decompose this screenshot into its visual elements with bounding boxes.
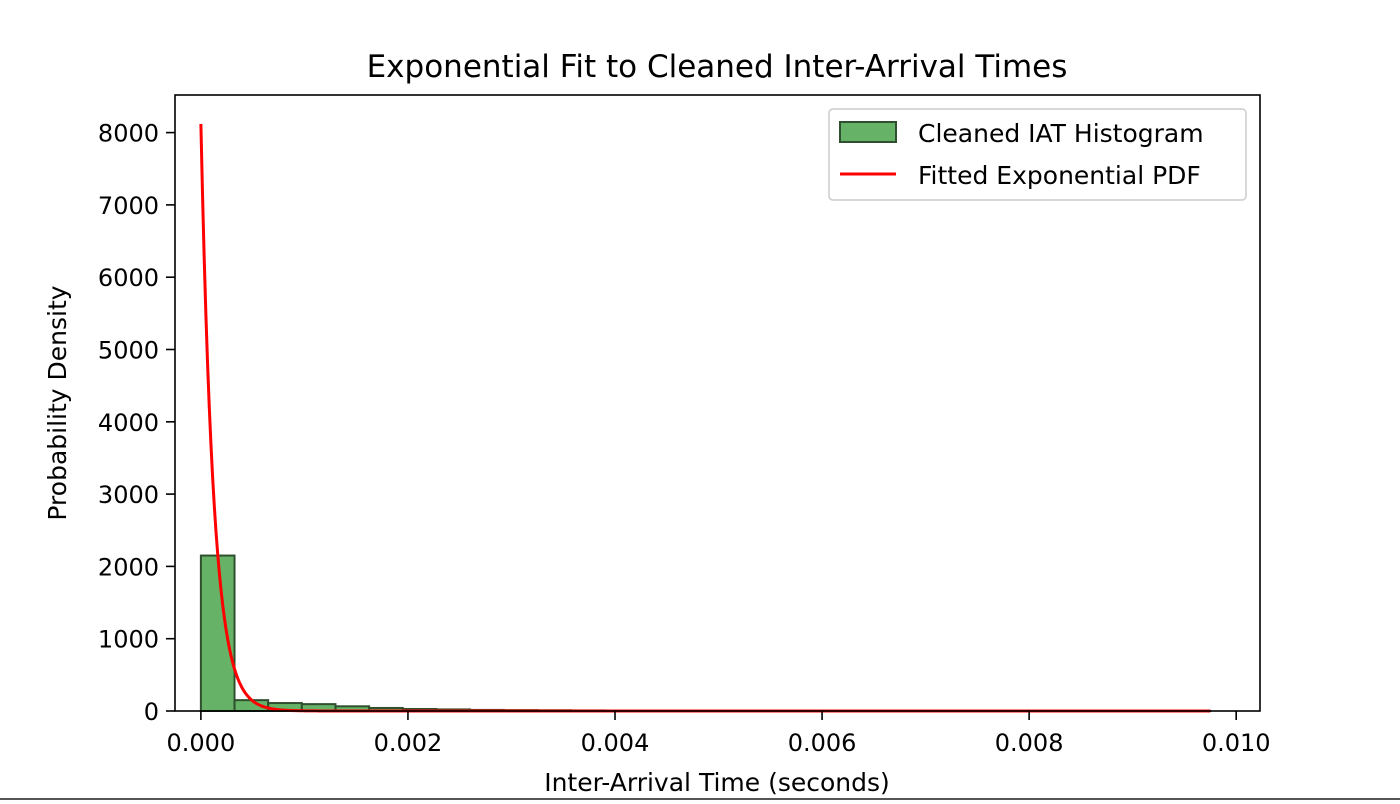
chart-title: Exponential Fit to Cleaned Inter-Arrival… (367, 49, 1068, 85)
y-tick-label: 2000 (98, 553, 159, 581)
legend: Cleaned IAT Histogram Fitted Exponential… (829, 109, 1246, 200)
x-tick-label: 0.010 (1202, 729, 1271, 757)
y-tick-label: 7000 (98, 192, 159, 220)
x-tick-label: 0.002 (374, 729, 443, 757)
y-tick-label: 1000 (98, 626, 159, 654)
x-axis: 0.000 0.002 0.004 0.006 0.008 0.010 (167, 711, 1271, 757)
y-tick-label: 0 (144, 698, 159, 726)
y-tick-label: 3000 (98, 481, 159, 509)
x-axis-label: Inter-Arrival Time (seconds) (544, 768, 890, 797)
y-tick-label: 4000 (98, 409, 159, 437)
y-tick-label: 5000 (98, 336, 159, 364)
x-tick-label: 0.004 (581, 729, 650, 757)
x-tick-label: 0.006 (788, 729, 857, 757)
legend-label-fit: Fitted Exponential PDF (918, 161, 1201, 190)
y-tick-label: 8000 (98, 120, 159, 148)
fit-line (201, 124, 1210, 711)
fit-line-layer (201, 124, 1210, 711)
y-tick-label: 6000 (98, 264, 159, 292)
histogram-bar (201, 556, 235, 711)
y-axis: 0 1000 2000 3000 4000 5000 6000 7000 8000 (98, 120, 175, 726)
legend-label-histogram: Cleaned IAT Histogram (918, 119, 1204, 148)
x-tick-label: 0.000 (167, 729, 236, 757)
legend-swatch-histogram (840, 122, 896, 142)
histogram-bars (201, 556, 1210, 711)
y-axis-label: Probability Density (43, 285, 72, 520)
x-tick-label: 0.008 (995, 729, 1064, 757)
